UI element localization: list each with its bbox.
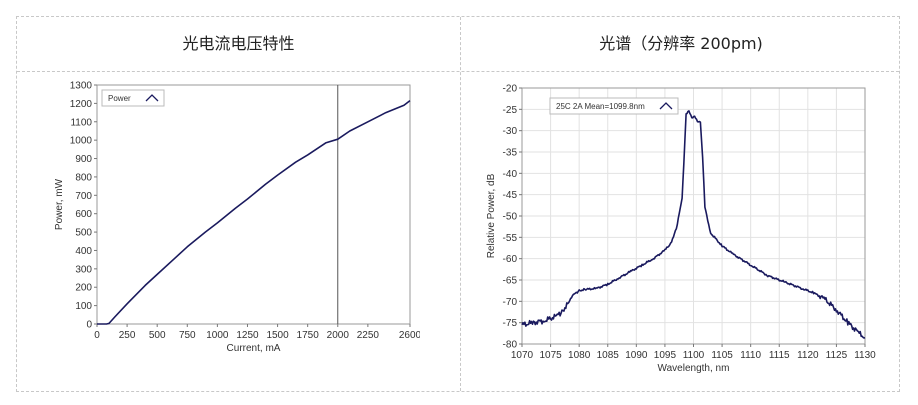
y-tick-label: 200: [75, 283, 92, 294]
legend-label: 25C 2A Mean=1099.8nm: [556, 102, 645, 111]
y-axis-label: Power, mW: [54, 178, 65, 230]
y-tick-label: -40: [503, 169, 518, 180]
charts-table: 光电流电压特性 光谱（分辨率 200pm): [16, 16, 900, 392]
y-tick-label: 300: [75, 264, 92, 275]
y-tick-label: -60: [503, 254, 518, 265]
x-tick-label: 500: [149, 330, 166, 341]
x-tick-label: 1105: [711, 350, 733, 361]
y-tick-label: -55: [503, 233, 518, 244]
x-tick-label: 1070: [511, 350, 534, 361]
plot-area: [96, 84, 411, 325]
legend-line-swatch-icon: [145, 94, 159, 102]
y-tick-label: 700: [75, 191, 92, 202]
y-tick-label: 900: [75, 154, 92, 165]
x-tick-label: 1110: [740, 350, 761, 361]
y-tick-label: -70: [503, 297, 518, 308]
x-tick-label: 750: [179, 330, 196, 341]
y-tick-label: 1200: [70, 99, 93, 110]
x-tick-label: 1115: [769, 350, 790, 361]
x-tick-label: 1095: [654, 350, 677, 361]
legend-label: Power: [108, 94, 131, 103]
x-axis-label: Current, mA: [227, 343, 281, 354]
x-tick-label: 2250: [357, 330, 380, 341]
legend-box: [101, 89, 165, 107]
x-tick-label: 1075: [539, 350, 562, 361]
x-tick-label: 1750: [297, 330, 320, 341]
y-tick-label: -75: [503, 318, 518, 329]
x-tick-label: 0: [94, 330, 100, 341]
y-tick-label: 1100: [70, 117, 92, 128]
spectrum-chart: -20-25-30-35-40-45-50-55-60-65-70-75-801…: [486, 84, 876, 375]
y-tick-label: 100: [75, 301, 92, 312]
y-tick-label: -30: [503, 126, 518, 137]
x-tick-label: 1080: [568, 350, 591, 361]
x-tick-label: 1000: [206, 330, 229, 341]
y-tick-label: -20: [503, 84, 518, 95]
y-tick-label: -65: [503, 276, 518, 287]
power-current-chart: 0 100 200 300 400 500 600 700 800 900 1000 1100 1200…: [54, 81, 420, 355]
x-tick-label: 1125: [826, 350, 848, 361]
y-tick-label: 600: [75, 209, 92, 220]
y-tick-label: 400: [75, 246, 92, 257]
y-tick-label: 1000: [70, 136, 93, 147]
y-tick-label: -50: [503, 212, 518, 223]
legend-box: [549, 97, 679, 115]
y-tick-label: -45: [503, 190, 518, 201]
x-tick-label: 1100: [683, 350, 705, 361]
x-tick-label: 1130: [854, 350, 876, 361]
x-tick-label: 1090: [625, 350, 648, 361]
x-tick-label: 1250: [236, 330, 259, 341]
column-divider: [460, 17, 461, 391]
series-line: [521, 110, 866, 339]
x-tick-label: 1085: [597, 350, 620, 361]
y-tick-label: -80: [503, 340, 518, 351]
header-divider: [17, 71, 899, 72]
left-chart-header: 光电流电压特性: [182, 34, 295, 53]
y-axis-label: Relative Power, dB: [486, 173, 497, 258]
x-tick-label: 1500: [266, 330, 289, 341]
x-tick-label: 2000: [327, 330, 350, 341]
y-tick-label: 0: [86, 320, 92, 331]
y-tick-label: 800: [75, 172, 92, 183]
right-chart-header: 光谱（分辨率 200pm): [599, 34, 763, 53]
x-axis-label: Wavelength, nm: [658, 363, 730, 374]
series-line: [97, 99, 411, 325]
legend-line-swatch-icon: [659, 102, 673, 110]
x-tick-label: 250: [119, 330, 136, 341]
x-tick-label: 1120: [797, 350, 819, 361]
y-tick-label: -25: [503, 105, 518, 116]
y-tick-label: 1300: [70, 81, 93, 92]
y-tick-label: 500: [75, 228, 92, 239]
x-tick-label: 2600: [399, 330, 420, 341]
y-tick-label: -35: [503, 148, 518, 159]
